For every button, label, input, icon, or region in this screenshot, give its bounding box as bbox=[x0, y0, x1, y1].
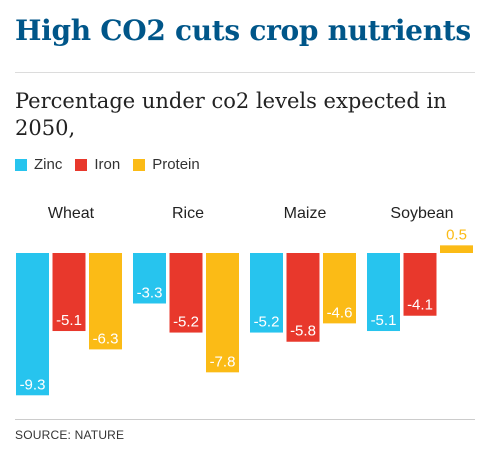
bar-wheat-iron bbox=[52, 253, 86, 332]
data-label-wheat-zinc: -9.3 bbox=[20, 376, 46, 393]
data-label-soybean-protein: 0.5 bbox=[446, 226, 467, 243]
bar-rice-protein bbox=[206, 253, 239, 373]
bar-maize-protein bbox=[323, 253, 356, 324]
legend-label-iron: Iron bbox=[94, 156, 121, 173]
bar-soybean-protein bbox=[440, 245, 473, 253]
bar-soybean-zinc bbox=[367, 253, 400, 332]
category-label-rice: Rice bbox=[172, 205, 204, 222]
bar-rice-iron bbox=[169, 253, 203, 333]
bar-chart: Wheat -9.3 -5.1 -6.3 Rice -3.3 -5.2 -7.8 Maize -5… bbox=[16, 205, 473, 396]
legend-label-zinc: Zinc bbox=[34, 156, 63, 173]
bar-maize-zinc bbox=[250, 253, 283, 333]
data-label-soybean-iron: -4.1 bbox=[407, 297, 433, 314]
legend-swatch-zinc bbox=[15, 158, 27, 171]
title-divider bbox=[15, 72, 475, 73]
chart-subtitle: Percentage under co2 levels expected in … bbox=[15, 89, 447, 140]
data-label-rice-iron: -5.2 bbox=[173, 314, 199, 331]
legend-swatch-iron bbox=[75, 158, 88, 171]
data-label-maize-iron: -5.8 bbox=[290, 323, 316, 340]
legend-item-zinc: Zinc bbox=[15, 156, 62, 173]
category-label-maize: Maize bbox=[284, 205, 327, 222]
legend-swatch-protein bbox=[133, 158, 146, 171]
bar-maize-iron bbox=[286, 253, 320, 342]
data-label-wheat-iron: -5.1 bbox=[56, 312, 82, 329]
category-label-soybean: Soybean bbox=[390, 205, 453, 222]
bar-wheat-protein bbox=[89, 253, 122, 350]
legend-label-protein: Protein bbox=[152, 156, 200, 173]
legend-item-protein: Protein bbox=[133, 156, 200, 173]
category-label-wheat: Wheat bbox=[48, 205, 95, 222]
data-label-rice-protein: -7.8 bbox=[210, 353, 236, 370]
data-label-rice-zinc: -3.3 bbox=[137, 284, 163, 301]
source-divider bbox=[15, 419, 475, 420]
data-label-soybean-zinc: -5.1 bbox=[371, 312, 397, 329]
bar-soybean-iron bbox=[403, 253, 437, 316]
legend-item-iron: Iron bbox=[75, 156, 120, 173]
legend: Zinc Iron Protein bbox=[15, 156, 213, 173]
chart-title: High CO2 cuts crop nutrients bbox=[15, 14, 471, 47]
data-label-maize-zinc: -5.2 bbox=[254, 314, 280, 331]
source-note: SOURCE: NATURE bbox=[15, 428, 125, 442]
data-label-maize-protein: -4.6 bbox=[327, 304, 353, 321]
data-label-wheat-protein: -6.3 bbox=[93, 330, 119, 347]
bar-rice-zinc bbox=[133, 253, 166, 304]
bar-wheat-zinc bbox=[16, 253, 49, 396]
